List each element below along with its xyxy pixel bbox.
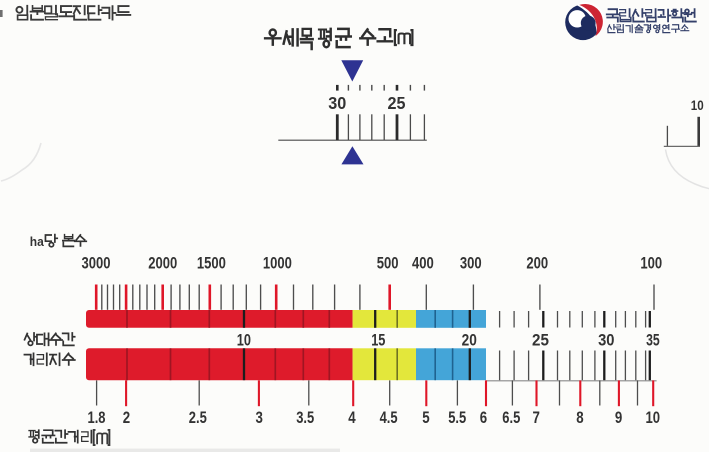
svg-text:6.5: 6.5 [502, 408, 520, 427]
svg-text:25: 25 [388, 93, 406, 113]
svg-text:300: 300 [460, 254, 482, 273]
svg-text:9: 9 [615, 408, 622, 427]
svg-text:2000: 2000 [148, 254, 177, 273]
svg-text:10: 10 [237, 331, 251, 350]
svg-text:ha: ha [30, 235, 45, 249]
svg-text:10: 10 [646, 408, 661, 427]
svg-text:2.5: 2.5 [189, 408, 207, 427]
svg-text:35: 35 [646, 331, 660, 350]
svg-text:2: 2 [123, 408, 130, 427]
svg-text:400: 400 [412, 254, 434, 273]
svg-text:7: 7 [533, 408, 540, 427]
svg-text:500: 500 [377, 254, 399, 273]
svg-text:6: 6 [480, 408, 487, 427]
svg-text:4.5: 4.5 [380, 408, 398, 427]
svg-text:4: 4 [348, 408, 356, 427]
svg-text:25: 25 [532, 331, 549, 350]
svg-text:100: 100 [640, 254, 662, 273]
svg-text:5.5: 5.5 [448, 408, 466, 427]
svg-text:5: 5 [422, 408, 429, 427]
svg-text:15: 15 [371, 331, 385, 350]
svg-text:10: 10 [691, 98, 704, 114]
svg-text:1500: 1500 [197, 254, 226, 273]
svg-text:3000: 3000 [82, 254, 111, 273]
svg-text:30: 30 [328, 93, 346, 113]
svg-text:1000: 1000 [263, 254, 292, 273]
svg-text:1.8: 1.8 [88, 408, 106, 427]
svg-text:3.5: 3.5 [296, 408, 314, 427]
svg-text:30: 30 [598, 331, 614, 350]
svg-text:8: 8 [576, 408, 583, 427]
svg-text:3: 3 [256, 408, 263, 427]
svg-text:20: 20 [462, 331, 477, 350]
svg-text:200: 200 [526, 254, 548, 273]
